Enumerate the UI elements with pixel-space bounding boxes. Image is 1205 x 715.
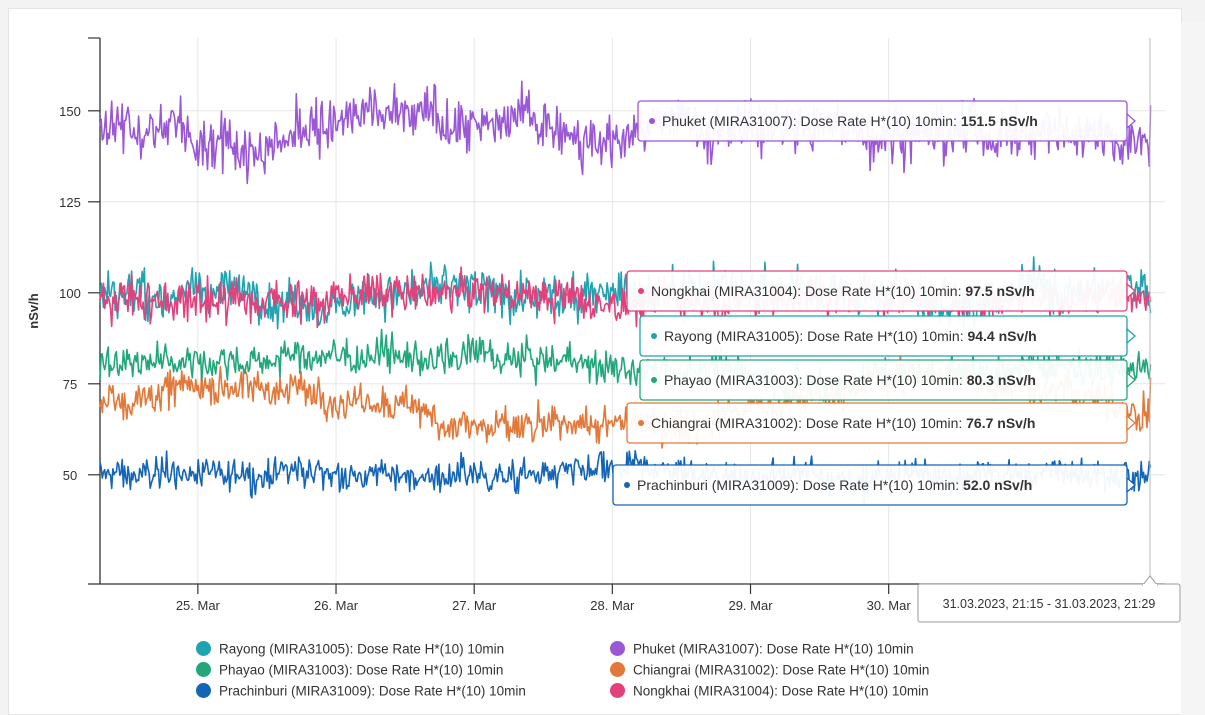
tooltip-dot (651, 377, 657, 383)
tooltip-dot (649, 118, 655, 124)
tooltip-dot (638, 420, 644, 426)
x-tick-label: 29. Mar (728, 598, 773, 613)
legend-item[interactable]: Nongkhai (MIRA31004): Dose Rate H*(10) 1… (610, 681, 929, 701)
y-tick-label: 75 (63, 377, 77, 392)
tooltip-value: 151.5 nSv/h (961, 113, 1038, 129)
tooltip: Phuket (MIRA31007): Dose Rate H*(10) 10m… (637, 100, 1136, 142)
legend-marker (196, 682, 211, 698)
x-tick-label: 25. Mar (176, 598, 221, 613)
tooltip: Chiangrai (MIRA31002): Dose Rate H*(10) … (626, 402, 1136, 444)
tooltip-text: Phayao (MIRA31003): Dose Rate H*(10) 10m… (664, 372, 1036, 388)
tooltip: Phayao (MIRA31003): Dose Rate H*(10) 10m… (639, 359, 1136, 401)
tooltip-text: Phuket (MIRA31007): Dose Rate H*(10) 10m… (662, 113, 1038, 129)
tooltip: Nongkhai (MIRA31004): Dose Rate H*(10) 1… (626, 270, 1136, 312)
tooltip: Prachinburi (MIRA31009): Dose Rate H*(10… (612, 464, 1136, 506)
tooltip-text: Prachinburi (MIRA31009): Dose Rate H*(10… (637, 477, 1032, 493)
tooltip-series-name: Chiangrai (MIRA31002): Dose Rate H*(10) … (651, 415, 966, 431)
tooltip-series-name: Phuket (MIRA31007): Dose Rate H*(10) 10m… (662, 113, 961, 129)
legend-marker (196, 640, 211, 656)
y-tick-label: 100 (59, 286, 81, 301)
legend-item[interactable]: Prachinburi (MIRA31009): Dose Rate H*(10… (196, 681, 526, 701)
tooltip-arrow (1126, 476, 1136, 494)
tooltip-value: 52.0 nSv/h (963, 477, 1032, 493)
tooltip-text: Nongkhai (MIRA31004): Dose Rate H*(10) 1… (651, 283, 1035, 299)
tooltip-arrow (1126, 371, 1136, 389)
legend-marker (196, 661, 211, 677)
legend-marker (610, 682, 625, 698)
tooltip-series-name: Prachinburi (MIRA31009): Dose Rate H*(10… (637, 477, 963, 493)
tooltip-arrow (1126, 327, 1136, 345)
legend-label: Rayong (MIRA31005): Dose Rate H*(10) 10m… (219, 641, 505, 657)
legend-item[interactable]: Phayao (MIRA31003): Dose Rate H*(10) 10m… (196, 660, 503, 680)
legend-label: Nongkhai (MIRA31004): Dose Rate H*(10) 1… (633, 683, 929, 699)
tooltip-arrow (1126, 282, 1136, 300)
y-tick-label: 125 (59, 195, 81, 210)
tooltip-dot (624, 482, 630, 488)
legend-label: Prachinburi (MIRA31009): Dose Rate H*(10… (219, 683, 526, 699)
crosshair-arrow (1141, 575, 1159, 586)
tooltip-text: Chiangrai (MIRA31002): Dose Rate H*(10) … (651, 415, 1035, 431)
crosshair-box (917, 583, 1181, 623)
legend-item[interactable]: Rayong (MIRA31005): Dose Rate H*(10) 10m… (196, 639, 504, 659)
tooltips: Phuket (MIRA31007): Dose Rate H*(10) 10m… (612, 100, 1136, 506)
tooltip-value: 94.4 nSv/h (967, 328, 1036, 344)
tooltip-arrow (1126, 414, 1136, 432)
axis-ticks: 50 75 100 125 150 25. Mar 26. Mar 27. Mar 28. Ma… (59, 37, 912, 613)
y-tick-label: 150 (59, 104, 81, 119)
legend-item[interactable]: Phuket (MIRA31007): Dose Rate H*(10) 10m… (610, 639, 914, 659)
tooltip-value: 80.3 nSv/h (967, 372, 1036, 388)
legend-label: Chiangrai (MIRA31002): Dose Rate H*(10) … (633, 662, 930, 678)
crosshair-label: 31.03.2023, 21:15 - 31.03.2023, 21:29 (917, 575, 1181, 623)
tooltip-series-name: Rayong (MIRA31005): Dose Rate H*(10) 10m… (664, 328, 967, 344)
tooltip: Rayong (MIRA31005): Dose Rate H*(10) 10m… (639, 315, 1136, 357)
y-tick-label: 50 (63, 468, 77, 483)
legend-item[interactable]: Chiangrai (MIRA31002): Dose Rate H*(10) … (610, 660, 929, 680)
legend-label: Phayao (MIRA31003): Dose Rate H*(10) 10m… (219, 662, 504, 678)
crosshair-arrow-mask (1143, 584, 1157, 586)
tooltip-arrow (1126, 112, 1136, 130)
tooltip-text: Rayong (MIRA31005): Dose Rate H*(10) 10m… (664, 328, 1037, 344)
x-tick-label: 30. Mar (867, 598, 912, 613)
x-tick-label: 26. Mar (314, 598, 359, 613)
legend-marker (610, 661, 625, 677)
tooltip-value: 76.7 nSv/h (966, 415, 1035, 431)
legend: Rayong (MIRA31005): Dose Rate H*(10) 10m… (196, 639, 1016, 703)
tooltip-series-name: Nongkhai (MIRA31004): Dose Rate H*(10) 1… (651, 283, 965, 299)
side-panel (1181, 22, 1205, 715)
x-tick-label: 27. Mar (452, 598, 497, 613)
legend-label: Phuket (MIRA31007): Dose Rate H*(10) 10m… (633, 641, 914, 657)
crosshair-text: 31.03.2023, 21:15 - 31.03.2023, 21:29 (943, 597, 1156, 611)
x-tick-label: 28. Mar (590, 598, 635, 613)
tooltip-dot (651, 333, 657, 339)
legend-marker (610, 640, 625, 656)
y-axis-title: nSv/h (26, 293, 41, 328)
tooltip-value: 97.5 nSv/h (965, 283, 1034, 299)
tooltip-series-name: Phayao (MIRA31003): Dose Rate H*(10) 10m… (664, 372, 967, 388)
tooltip-dot (638, 288, 644, 294)
